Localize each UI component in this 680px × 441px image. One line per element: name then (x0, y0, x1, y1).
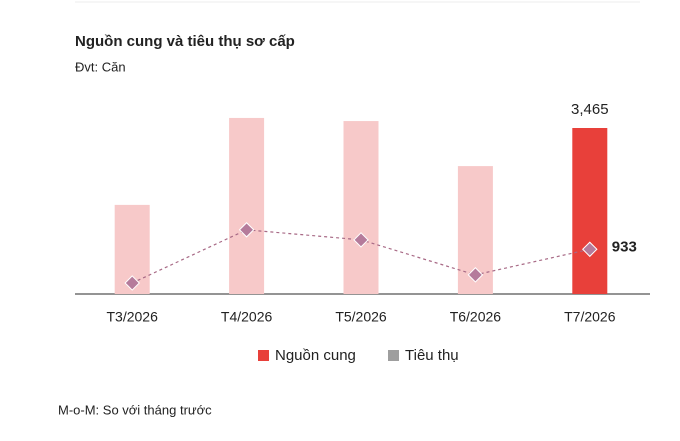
value-label: 933 (612, 238, 637, 255)
bar (572, 128, 608, 294)
legend-swatch (388, 350, 399, 361)
chart-title: Nguồn cung và tiêu thụ sơ cấp (75, 33, 295, 50)
x-tick-label: T3/2026 (107, 309, 159, 325)
legend-swatch (258, 350, 269, 361)
value-label: 3,465 (571, 101, 609, 118)
chart-subtitle: Đvt: Căn (75, 59, 126, 74)
marker (582, 241, 598, 258)
marker (353, 232, 369, 248)
legend-label: Tiêu thụ (405, 347, 459, 364)
legend-label: Nguồn cung (275, 347, 356, 364)
x-tick-label: T5/2026 (335, 309, 387, 325)
x-tick-label: T6/2026 (450, 309, 502, 325)
bar (229, 117, 265, 294)
footnote: M-o-M: So với tháng trước (58, 402, 212, 417)
bar (343, 121, 379, 294)
marker (467, 267, 484, 283)
x-tick-label: T7/2026 (564, 309, 616, 325)
marker (124, 275, 140, 291)
marker (238, 222, 255, 238)
x-tick-label: T4/2026 (221, 309, 273, 325)
